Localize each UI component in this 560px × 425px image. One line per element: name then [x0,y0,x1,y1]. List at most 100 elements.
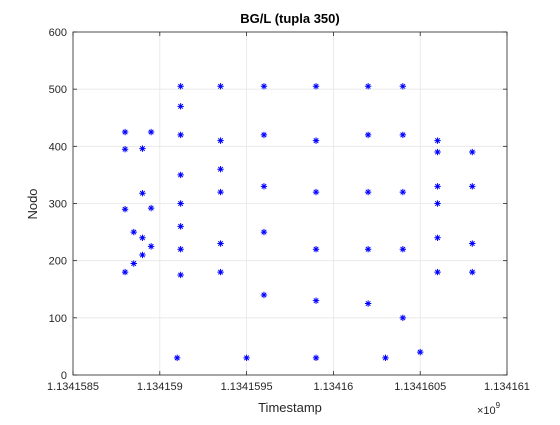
asterisk-marker [260,228,268,236]
data-point [217,83,224,90]
asterisk-marker [434,234,441,241]
y-tick-label: 400 [49,141,67,153]
asterisk-marker [121,206,129,213]
asterisk-marker [217,137,224,144]
data-point [139,251,146,259]
asterisk-marker [147,204,155,212]
asterisk-marker [177,271,184,279]
asterisk-marker [312,188,320,196]
asterisk-marker [147,128,155,136]
asterisk-marker [469,183,476,190]
asterisk-marker [364,131,372,139]
data-point [260,183,268,190]
data-point [364,246,372,253]
asterisk-marker [399,188,407,196]
data-point [312,83,320,90]
asterisk-marker [139,145,146,152]
y-tick-label: 0 [61,370,67,382]
asterisk-marker [434,200,441,207]
data-point [177,200,184,207]
asterisk-marker [469,268,476,276]
data-point [260,228,268,236]
asterisk-marker [217,166,224,173]
data-point [121,128,129,136]
asterisk-marker [434,268,441,276]
asterisk-marker [260,131,268,139]
data-point [364,131,372,139]
x-tick-label: 1.134161 [484,381,530,393]
asterisk-marker [177,246,184,253]
x-tick-label: 1.1341585 [47,381,99,393]
data-point [121,206,129,213]
x-axis-label: Timestamp [258,400,322,415]
data-point [260,291,268,299]
y-tick-label: 300 [49,199,67,211]
data-point [382,354,389,362]
asterisk-marker [469,148,476,156]
asterisk-marker [130,228,137,236]
asterisk-marker [177,83,184,90]
x-exponent-label: ×109 [477,401,501,417]
asterisk-marker [177,103,184,110]
y-tick-label: 500 [49,84,67,96]
data-point [399,246,407,253]
data-point [147,128,155,136]
asterisk-marker [217,268,224,276]
y-axis-label: Nodo [25,188,40,219]
asterisk-marker [173,354,181,362]
data-point [177,171,184,179]
data-point [217,137,224,144]
data-point [312,354,320,362]
y-tick-label: 100 [49,313,67,325]
asterisk-marker [417,348,424,356]
data-point [243,354,250,362]
asterisk-marker [312,83,320,90]
asterisk-marker [121,145,129,153]
data-point [130,228,137,236]
data-point [130,260,137,267]
data-point [434,148,441,156]
asterisk-marker [364,246,372,253]
asterisk-marker [399,246,407,253]
asterisk-marker [399,314,407,322]
data-point [139,145,146,152]
asterisk-marker [260,291,268,299]
asterisk-marker [217,240,224,247]
asterisk-marker [364,83,372,90]
data-point [312,246,320,253]
asterisk-marker [434,137,441,144]
data-point [434,234,441,241]
data-point [217,268,224,276]
asterisk-marker [260,183,268,190]
data-point [312,188,320,196]
asterisk-marker [364,300,372,307]
data-point [364,188,372,196]
asterisk-marker [399,131,407,139]
chart-title: BG/L (tupla 350) [240,11,339,26]
asterisk-marker [260,83,268,90]
data-point [399,188,407,196]
data-point [469,183,476,190]
data-point [260,83,268,90]
x-tick-label: 1.1341605 [394,381,446,393]
asterisk-marker [139,234,146,241]
asterisk-marker [177,171,184,179]
data-point [177,103,184,110]
asterisk-marker [177,223,184,230]
axis-ticks: 1.1341585 1.134159 1.1341595 1.13416 1.13416… [47,27,530,393]
x-tick-label: 1.134159 [137,381,183,393]
data-point [121,268,129,276]
asterisk-marker [434,183,441,190]
data-point [399,83,407,90]
asterisk-marker [177,200,184,207]
asterisk-marker [312,246,320,253]
asterisk-marker [139,251,146,259]
asterisk-marker [399,83,407,90]
data-point [139,234,146,241]
asterisk-marker [121,128,129,136]
data-point [217,188,224,196]
asterisk-marker [312,137,320,144]
data-point [364,83,372,90]
data-point [173,354,181,362]
